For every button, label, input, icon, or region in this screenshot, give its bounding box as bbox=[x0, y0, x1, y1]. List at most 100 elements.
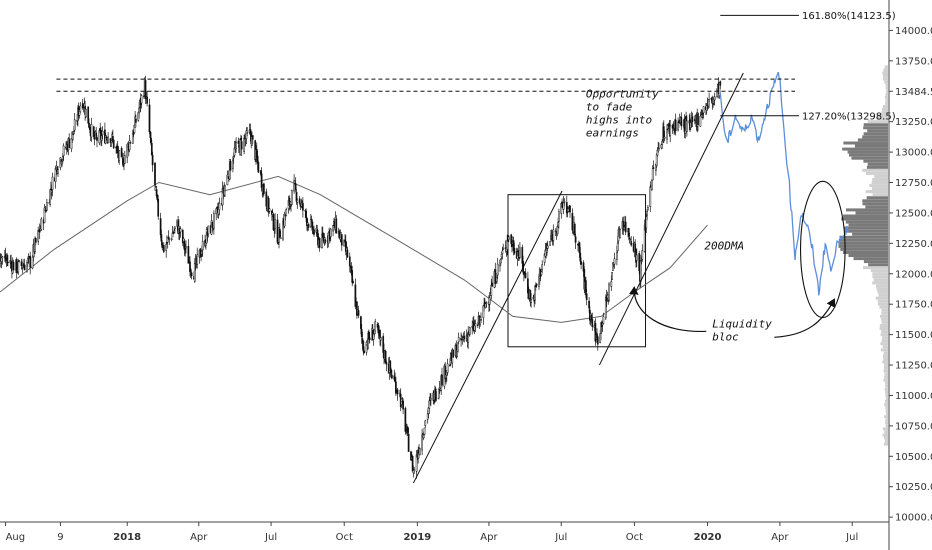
candle bbox=[324, 237, 326, 245]
candle-body bbox=[274, 219, 276, 230]
arrow-to-ellipse bbox=[774, 298, 836, 338]
candle-body bbox=[112, 136, 114, 141]
candle-body bbox=[394, 378, 396, 382]
candle-body bbox=[7, 261, 9, 264]
candle-body bbox=[523, 271, 526, 274]
candle bbox=[263, 182, 265, 196]
volume-profile-bar bbox=[880, 333, 888, 337]
candle-body bbox=[519, 247, 521, 258]
candle-body bbox=[29, 255, 32, 268]
candle-body bbox=[201, 250, 203, 255]
candle bbox=[457, 332, 460, 345]
candle-body bbox=[513, 248, 516, 254]
candle bbox=[460, 332, 462, 347]
candle-body bbox=[468, 327, 471, 335]
volume-profile-bar bbox=[884, 436, 888, 440]
candle bbox=[596, 335, 599, 351]
annotation-text: 200DMA bbox=[704, 239, 744, 252]
candle-body bbox=[457, 337, 460, 342]
candle-body bbox=[524, 272, 527, 279]
candle bbox=[552, 224, 555, 246]
candle bbox=[272, 213, 275, 231]
candle bbox=[104, 133, 107, 145]
volume-profile-bar bbox=[879, 324, 888, 327]
candle bbox=[496, 257, 499, 280]
candle-body bbox=[305, 210, 307, 218]
candle-body bbox=[265, 191, 268, 207]
candle-body bbox=[463, 335, 466, 340]
candle-body bbox=[12, 261, 15, 271]
candle bbox=[207, 225, 210, 238]
candle bbox=[374, 318, 377, 335]
candle-body bbox=[150, 143, 153, 156]
candle-body bbox=[104, 135, 107, 144]
volume-profile-bar bbox=[862, 202, 888, 206]
candle-body bbox=[365, 342, 368, 353]
candle-body bbox=[482, 305, 485, 319]
candle-body bbox=[479, 316, 482, 325]
annotation-line: bloc bbox=[712, 330, 739, 343]
candle bbox=[31, 255, 34, 270]
volume-profile-bar bbox=[881, 339, 888, 343]
volume-profile-bar bbox=[883, 77, 888, 81]
candle-body bbox=[268, 208, 271, 212]
volume-profile-bar bbox=[885, 406, 888, 410]
candle-body bbox=[446, 363, 449, 373]
candle-body bbox=[674, 119, 677, 132]
candle bbox=[435, 391, 438, 402]
volume-profile-bar bbox=[872, 281, 888, 285]
candle-body bbox=[427, 407, 430, 414]
x-tick-label: 2018 bbox=[113, 532, 141, 543]
volume-profile-bar bbox=[862, 199, 888, 203]
candle-body bbox=[697, 113, 699, 126]
volume-profile-bar bbox=[870, 269, 888, 273]
volume-profile-bar bbox=[874, 174, 888, 178]
candle-body bbox=[395, 381, 397, 394]
candle bbox=[630, 236, 633, 247]
candle bbox=[135, 114, 137, 128]
candle-body bbox=[144, 80, 147, 100]
volume-profile-bar bbox=[848, 254, 888, 257]
candle bbox=[129, 141, 132, 144]
candle-body bbox=[20, 261, 23, 267]
candle bbox=[0, 253, 3, 269]
candle-body bbox=[510, 234, 513, 244]
candle-body bbox=[701, 114, 703, 118]
candle bbox=[491, 275, 493, 287]
candle-body bbox=[137, 112, 140, 121]
volume-profile-bar bbox=[876, 287, 888, 291]
candle bbox=[446, 358, 449, 376]
candle bbox=[190, 271, 193, 280]
x-tick-label: Jul bbox=[264, 532, 277, 543]
y-tick-label: 11250.0 bbox=[895, 361, 932, 372]
candle bbox=[279, 230, 282, 240]
candle bbox=[348, 252, 351, 273]
volume-profile-bar bbox=[885, 421, 888, 425]
annotation-layer: Opportunity to fade highs into earnings 200D… bbox=[586, 87, 846, 343]
candle-body bbox=[476, 324, 479, 326]
candle bbox=[437, 388, 440, 400]
volume-profile-bar bbox=[872, 187, 888, 191]
volume-profile-bar bbox=[867, 162, 888, 166]
candle bbox=[4, 247, 7, 264]
candle-body bbox=[599, 333, 602, 343]
candle bbox=[151, 151, 154, 172]
x-axis: Aug 9 2018 Apr Jul Oct 2019 Apr Jul Oct 2020 Apr Jul bbox=[0, 521, 889, 543]
candle bbox=[540, 271, 543, 276]
candle bbox=[697, 112, 699, 132]
candle bbox=[38, 223, 41, 239]
candle-body bbox=[293, 180, 295, 192]
candle-body bbox=[90, 124, 93, 138]
candle bbox=[677, 117, 679, 132]
candle-body bbox=[379, 337, 382, 341]
candle-body bbox=[15, 258, 18, 273]
candle bbox=[251, 135, 254, 144]
candle-body bbox=[649, 186, 652, 207]
candle-body bbox=[441, 374, 443, 386]
candle bbox=[101, 126, 104, 140]
volume-profile-bar bbox=[884, 65, 888, 69]
candle bbox=[40, 217, 43, 231]
candle bbox=[174, 226, 176, 234]
candle bbox=[150, 140, 153, 157]
volume-profile-bar bbox=[885, 92, 888, 96]
